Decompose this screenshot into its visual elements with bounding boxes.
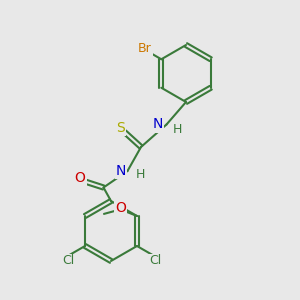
Text: Cl: Cl bbox=[149, 254, 161, 268]
Text: S: S bbox=[116, 121, 125, 134]
Text: H: H bbox=[136, 168, 145, 181]
Text: Br: Br bbox=[138, 42, 152, 55]
Text: O: O bbox=[115, 201, 126, 215]
Text: H: H bbox=[173, 123, 182, 136]
Text: N: N bbox=[116, 164, 126, 178]
Text: N: N bbox=[152, 118, 163, 131]
Text: Cl: Cl bbox=[62, 254, 74, 268]
Text: O: O bbox=[75, 171, 86, 184]
